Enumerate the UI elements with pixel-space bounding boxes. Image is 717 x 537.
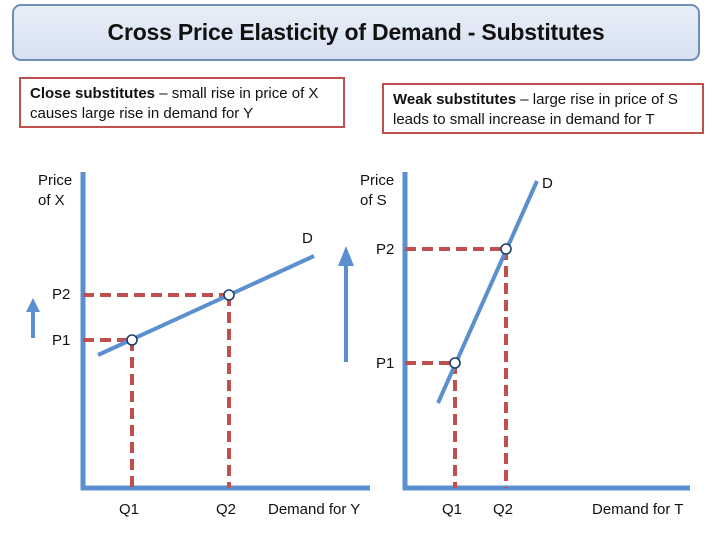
right-y-label-line2: of S [360, 192, 387, 209]
left-y-label-line1: Price [38, 172, 72, 189]
right-p1-label: P1 [376, 355, 394, 372]
right-curve-label: D [542, 175, 553, 192]
close-substitutes-text: – small rise in price of X causes large … [30, 85, 319, 122]
page-title: Cross Price Elasticity of Demand - Subst… [107, 19, 605, 45]
left-point-p2q2 [223, 289, 235, 301]
left-diagram: Price of X P2 P1 D Q1 Q2 Demand for Y [26, 172, 370, 518]
right-q1-label: Q1 [442, 501, 462, 518]
right-p2-label: P2 [376, 241, 394, 258]
left-p1-label: P1 [52, 332, 70, 349]
left-large-up-arrow-icon [338, 246, 354, 362]
title-banner: Cross Price Elasticity of Demand - Subst… [12, 4, 700, 61]
right-q2-label: Q2 [493, 501, 513, 518]
right-x-axis-label: Demand for T [592, 501, 683, 518]
left-x-axis-label: Demand for Y [268, 501, 360, 518]
weak-substitutes-note: Weak substitutes – large rise in price o… [382, 83, 704, 134]
right-y-label-line1: Price [360, 172, 394, 189]
close-substitutes-note: Close substitutes – small rise in price … [19, 77, 345, 128]
left-up-arrow-icon [26, 298, 40, 338]
left-q2-label: Q2 [216, 501, 236, 518]
left-p2-label: P2 [52, 286, 70, 303]
right-diagram: Price of S P2 P1 D Q1 Q2 Demand for T [360, 172, 690, 518]
left-curve-label: D [302, 230, 313, 247]
right-demand-curve [436, 180, 539, 404]
weak-substitutes-text: – large rise in price of S leads to smal… [393, 91, 678, 128]
close-substitutes-heading: Close substitutes [30, 85, 156, 102]
left-point-p1q1 [126, 334, 138, 346]
left-q1-label: Q1 [119, 501, 139, 518]
right-point-p1q1 [449, 357, 461, 369]
weak-substitutes-heading: Weak substitutes [393, 91, 517, 108]
left-y-label-line2: of X [38, 192, 65, 209]
right-point-p2q2 [500, 243, 512, 255]
